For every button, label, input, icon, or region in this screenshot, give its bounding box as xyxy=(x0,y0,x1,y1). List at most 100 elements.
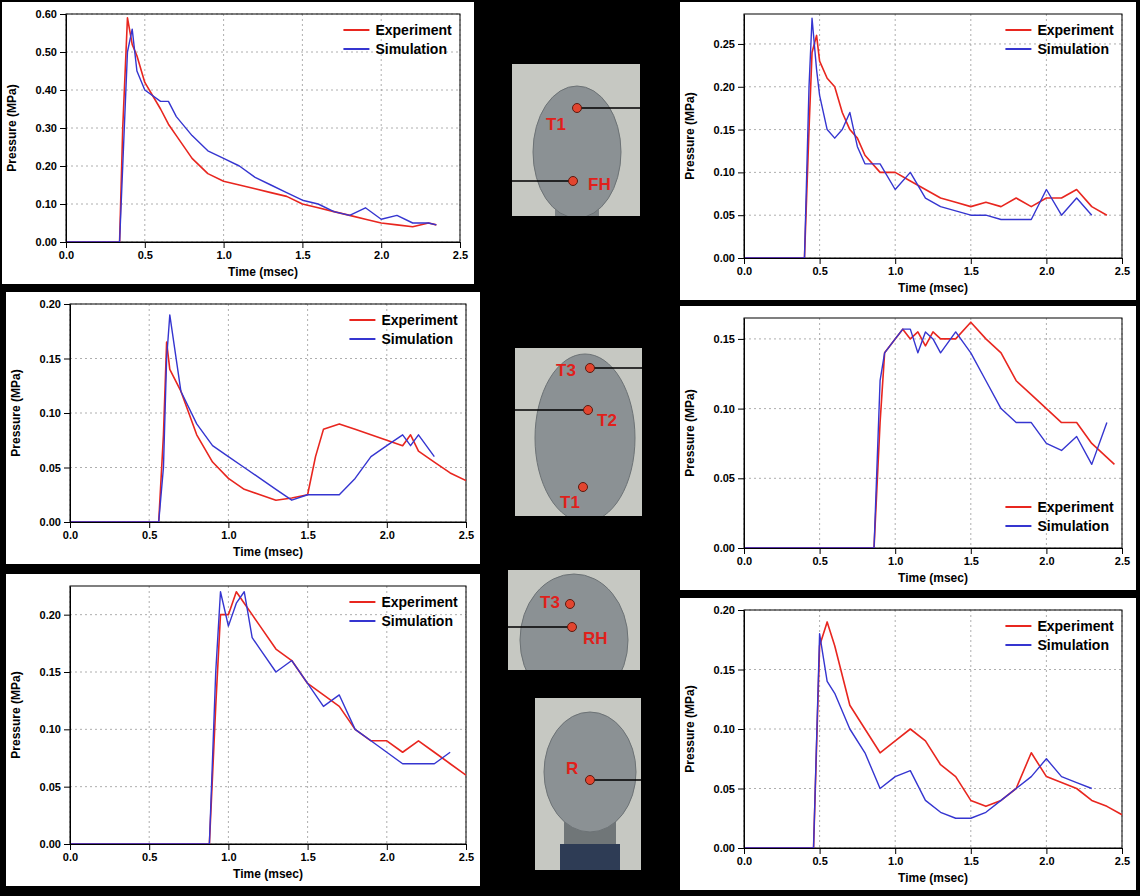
y-tick-label: 0.60 xyxy=(36,8,57,20)
legend-item: Experiment xyxy=(343,22,452,38)
legend-label: Experiment xyxy=(381,312,458,328)
x-tick-label: 2.0 xyxy=(374,249,389,261)
x-tick: 0.5 xyxy=(812,258,827,277)
sensor-label: FH xyxy=(588,175,611,194)
x-tick: 2.0 xyxy=(380,522,395,541)
chart-panel: 0.00.51.01.52.02.50.000.050.100.150.200.… xyxy=(680,2,1136,300)
series-line xyxy=(70,342,466,522)
y-tick-label: 0.25 xyxy=(714,38,735,50)
legend-item: Simulation xyxy=(343,41,447,57)
grid-line-x xyxy=(895,318,896,548)
x-axis-line xyxy=(71,522,467,523)
x-tick-label: 0.5 xyxy=(138,249,153,261)
y-axis-line xyxy=(744,15,745,259)
leader-line xyxy=(590,367,656,369)
sensor-dot xyxy=(586,364,595,373)
x-tick-label: 2.0 xyxy=(1039,855,1054,867)
y-tick-mark xyxy=(64,359,70,360)
legend: Experiment Simulation xyxy=(349,312,458,347)
legend-item: Simulation xyxy=(349,613,453,629)
y-tick: 0.20 xyxy=(40,609,70,621)
legend-item: Experiment xyxy=(1005,22,1114,38)
y-tick: 0.20 xyxy=(714,604,744,616)
grid-line-y xyxy=(744,788,1122,789)
x-tick: 1.0 xyxy=(888,848,903,867)
grid-line-y xyxy=(744,86,1122,87)
plot-frame xyxy=(70,304,466,522)
x-tick-label: 1.0 xyxy=(216,249,231,261)
x-tick: 1.5 xyxy=(964,258,979,277)
y-tick: 0.15 xyxy=(714,664,744,676)
sensor-dot xyxy=(586,776,595,785)
x-tick-mark xyxy=(820,848,821,854)
grid-line-y xyxy=(744,408,1122,409)
x-tick: 0.5 xyxy=(142,844,157,863)
grid xyxy=(66,14,460,242)
x-tick-mark xyxy=(895,848,896,854)
series-group xyxy=(744,322,1114,548)
x-tick: 2.5 xyxy=(459,844,474,863)
y-tick: 0.10 xyxy=(40,723,70,735)
sensor-label: R xyxy=(566,759,578,778)
x-tick: 1.5 xyxy=(300,522,315,541)
x-tick: 0.5 xyxy=(138,242,153,261)
x-tick-mark xyxy=(308,844,309,850)
x-tick-mark xyxy=(744,548,745,554)
plot-area: 0.00.51.01.52.02.50.000.050.100.150.20Ti… xyxy=(9,586,474,881)
y-tick-label: 0.10 xyxy=(714,403,735,415)
grid xyxy=(744,318,1122,548)
grid-line-y xyxy=(744,215,1122,216)
leader-line xyxy=(486,626,572,628)
plot-area: 0.00.51.01.52.02.50.000.050.100.150.20Ti… xyxy=(9,298,474,559)
plot-frame xyxy=(70,586,466,844)
grid xyxy=(744,14,1122,258)
x-tick-mark xyxy=(1046,548,1047,554)
x-tick: 1.5 xyxy=(964,548,979,567)
y-tick-mark xyxy=(64,787,70,788)
y-tick-label: 0.20 xyxy=(40,609,61,621)
series-line xyxy=(744,622,1122,848)
legend-label: Experiment xyxy=(381,594,458,610)
legend-swatch xyxy=(1005,506,1031,508)
x-tick: 2.0 xyxy=(1039,258,1054,277)
legend-item: Experiment xyxy=(1005,499,1114,515)
grid-line-x xyxy=(307,586,308,844)
x-tick: 1.5 xyxy=(964,848,979,867)
x-tick-mark xyxy=(308,522,309,528)
x-tick-mark xyxy=(302,242,303,248)
legend: ExperimentSimulation xyxy=(1005,22,1114,57)
y-tick: 0.05 xyxy=(714,783,744,795)
y-tick-label: 0.20 xyxy=(714,81,735,93)
y-tick-mark xyxy=(738,670,744,671)
series-group xyxy=(70,315,466,522)
x-tick-mark xyxy=(149,522,150,528)
y-tick-label: 0.15 xyxy=(714,664,735,676)
grid-line-x xyxy=(970,14,971,258)
x-tick-mark xyxy=(228,522,229,528)
x-tick-label: 2.5 xyxy=(1115,555,1130,567)
y-tick: 0.00 xyxy=(714,252,744,264)
y-tick-label: 0.10 xyxy=(714,723,735,735)
legend: ExperimentSimulation xyxy=(1005,618,1114,653)
y-tick: 0.30 xyxy=(36,122,66,134)
grid-line-y xyxy=(70,729,466,730)
legend-label: Simulation xyxy=(381,331,453,347)
legend: Experiment Simulation xyxy=(343,22,452,57)
y-tick: 0.15 xyxy=(40,353,70,365)
y-tick-label: 0.50 xyxy=(36,46,57,58)
grid xyxy=(744,610,1122,848)
x-axis-title: Time (msec) xyxy=(228,265,298,279)
x-tick: 0.0 xyxy=(737,548,752,567)
x-tick-mark xyxy=(466,522,467,528)
grid-line-y xyxy=(70,358,466,359)
y-tick-mark xyxy=(738,44,744,45)
y-tick: 0.60 xyxy=(36,8,66,20)
y-tick: 0.10 xyxy=(36,198,66,210)
legend-swatch xyxy=(349,338,375,340)
y-tick-label: 0.20 xyxy=(36,160,57,172)
y-axis: 0.000.050.100.150.20 xyxy=(40,298,71,528)
y-tick-mark xyxy=(738,172,744,173)
x-tick: 1.0 xyxy=(221,844,236,863)
y-tick-mark xyxy=(738,848,744,849)
x-tick-label: 0.5 xyxy=(142,851,157,863)
